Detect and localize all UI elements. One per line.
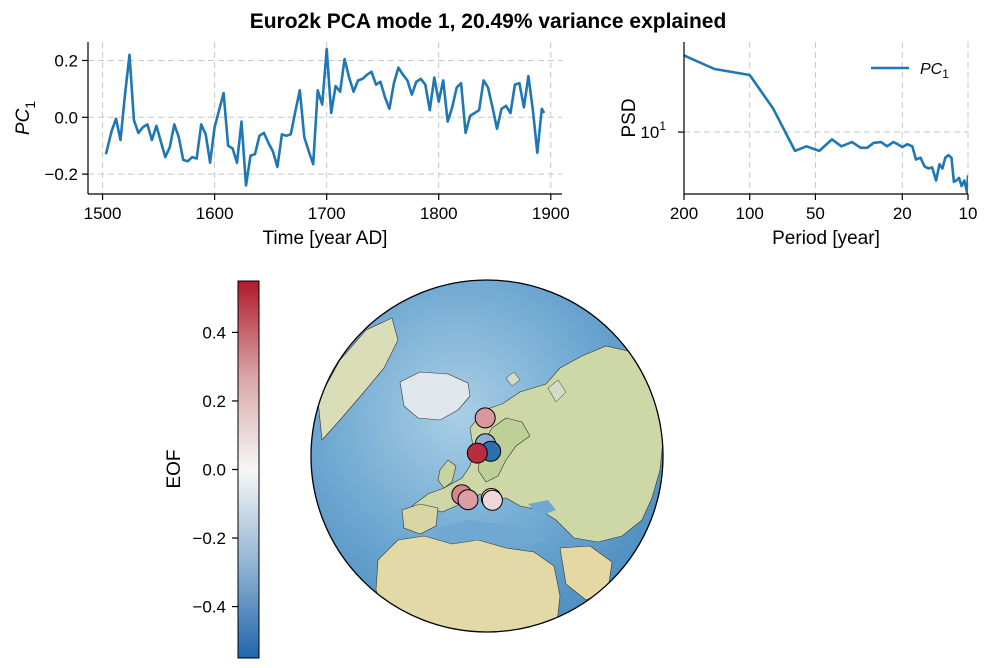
globe-outline [310, 279, 664, 633]
pc-timeseries-grid [88, 42, 562, 194]
pc-timeseries-ylabel-sub: 1 [22, 101, 38, 109]
psd-ytick-label-exp: 1 [659, 119, 666, 133]
psd-ytick-label: 101 [640, 119, 666, 142]
pc1-series-line [104, 47, 546, 187]
greenland-landmass [399, 371, 471, 421]
pc-timeseries-ticks: 1500 1600 1700 1800 1900 0.2 0.0 −0.2 [44, 51, 569, 223]
pc-timeseries-ytick-label: 0.2 [54, 51, 78, 70]
figure-title: Euro2k PCA mode 1, 20.49% variance expla… [250, 10, 727, 33]
psd-ytick-label-base: 10 [640, 123, 659, 142]
british-isles-landmass [437, 459, 457, 489]
eof-colorbar: 0.4 0.2 0.0 −0.2 −0.4 EOF [164, 280, 260, 659]
eof-colorbar-label: EOF [164, 449, 185, 488]
eof-colorbar-ticks: 0.4 0.2 0.0 −0.2 −0.4 [192, 323, 238, 617]
iberia-landmass [401, 503, 439, 535]
psd-series-line [684, 54, 968, 194]
pc-timeseries-xtick-label: 1600 [196, 204, 234, 223]
pc-timeseries-xtick-label: 1500 [84, 204, 122, 223]
psd-xlabel: Period [year] [772, 228, 880, 249]
psd-legend: PC1 [871, 61, 949, 81]
pc-timeseries-xlabel: Time [year AD] [263, 228, 388, 249]
africa-landmass [375, 535, 561, 632]
psd-legend-label-base: PC [920, 61, 943, 78]
novaya-zemlya-landmass [547, 379, 567, 403]
psd-xtick-label: 10 [959, 204, 978, 223]
pc-timeseries-ytick-label: −0.2 [44, 165, 78, 184]
psd-ylabel: PSD [619, 98, 640, 137]
pc-timeseries-ytick-label: 0.0 [54, 108, 78, 127]
eof-colorbar-tick-label: 0.2 [202, 392, 226, 411]
eof-colorbar-gradient [237, 280, 260, 659]
psd-xtick-label: 100 [736, 204, 764, 223]
pc-timeseries-panel: 1500 1600 1700 1800 1900 0.2 0.0 −0.2 Time [yea… [13, 42, 570, 249]
psd-xtick-label: 20 [893, 204, 912, 223]
eof-site-marker [457, 489, 479, 511]
psd-legend-label: PC1 [920, 61, 949, 81]
psd-legend-label-sub: 1 [942, 67, 949, 81]
eof-site-marker [466, 442, 488, 464]
eof-site-marker [481, 489, 503, 511]
black-sea [528, 500, 556, 516]
psd-xtick-label: 50 [806, 204, 825, 223]
eof-colorbar-tick-label: −0.4 [192, 598, 226, 617]
pc-timeseries-ylabel-base: PC [13, 108, 34, 135]
pc-timeseries-ylabel: PC1 [13, 101, 38, 135]
psd-xtick-label: 200 [670, 204, 698, 223]
eof-globe-map [310, 279, 664, 633]
svalbard-landmass [505, 371, 521, 387]
eof-site-marker [474, 407, 496, 429]
eof-colorbar-tick-label: −0.2 [192, 529, 226, 548]
eof-colorbar-tick-label: 0.4 [202, 323, 226, 342]
eof-colorbar-tick-label: 0.0 [202, 461, 226, 480]
north-america-landmass [317, 317, 399, 441]
eof-sites [451, 407, 503, 511]
pc-timeseries-xtick-label: 1800 [420, 204, 458, 223]
mediterranean-sea [430, 520, 548, 546]
pc-timeseries-xtick-label: 1900 [532, 204, 570, 223]
pc-timeseries-xtick-label: 1700 [308, 204, 346, 223]
